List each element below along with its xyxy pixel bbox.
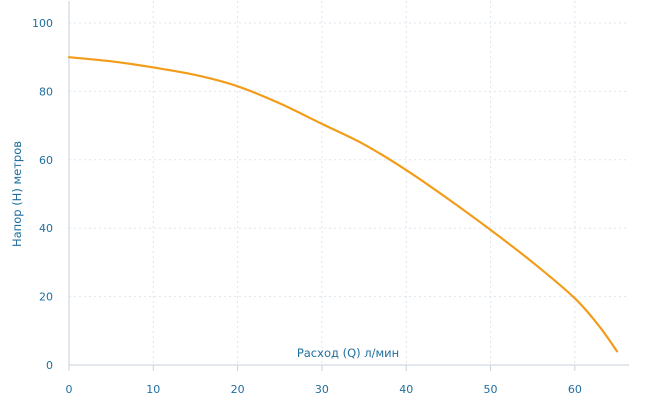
y-axis-title: Напор (H) метров [10, 141, 24, 247]
grid-layer [69, 1, 629, 365]
x-tick-label: 40 [399, 383, 413, 396]
x-axis-title: Расход (Q) л/мин [297, 346, 399, 360]
y-tick-label: 40 [39, 222, 53, 235]
x-tick-label: 20 [231, 383, 245, 396]
x-tick-label: 50 [484, 383, 498, 396]
tick-layer: 0 10 20 30 40 50 60 0 20 40 60 80 100 [32, 17, 582, 396]
y-tick-label: 0 [46, 359, 53, 372]
x-tick-label: 0 [66, 383, 73, 396]
y-tick-label: 20 [39, 291, 53, 304]
x-tick-label: 10 [146, 383, 160, 396]
series-layer [67, 56, 619, 353]
y-tick-label: 100 [32, 17, 53, 30]
pump-curve-line [67, 56, 619, 353]
x-tick-label: 60 [568, 383, 582, 396]
x-tick-label: 30 [315, 383, 329, 396]
y-tick-label: 80 [39, 85, 53, 98]
y-tick-label: 60 [39, 154, 53, 167]
axis-layer [68, 1, 629, 366]
